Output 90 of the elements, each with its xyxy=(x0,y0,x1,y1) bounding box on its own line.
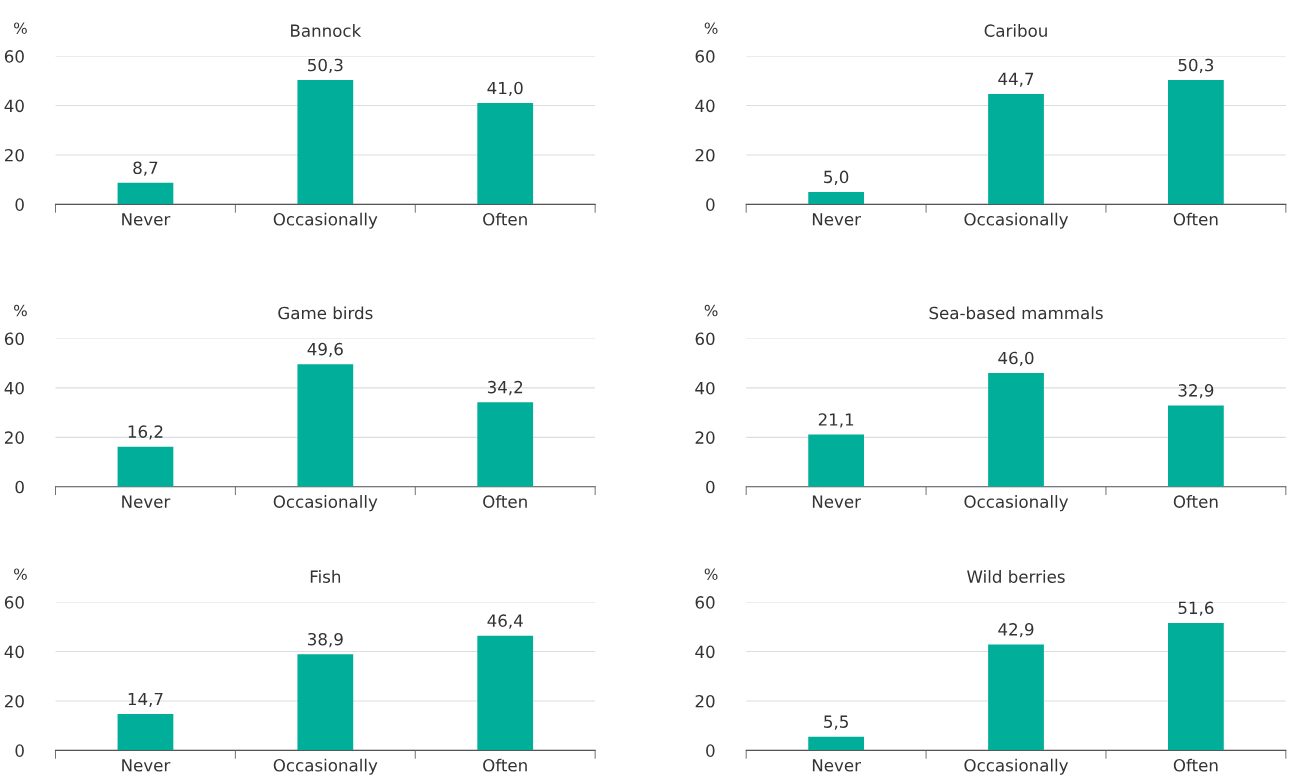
y-tick-label: 20 xyxy=(4,694,24,708)
y-tick-label: 0 xyxy=(706,198,715,211)
data-label: 46,0 xyxy=(998,351,1034,367)
data-label: 8,7 xyxy=(133,161,158,176)
y-axis-title: % xyxy=(14,568,27,580)
data-label: 21,1 xyxy=(818,413,854,428)
y-tick-label: 60 xyxy=(695,50,715,63)
y-axis-title: % xyxy=(704,304,718,317)
bar xyxy=(808,192,865,205)
y-tick-label: 40 xyxy=(4,99,24,113)
y-tick-label: 0 xyxy=(706,744,715,757)
y-tick-label: 60 xyxy=(4,50,24,63)
data-label: 14,7 xyxy=(128,692,163,707)
x-tick-label: Occasionally xyxy=(273,758,378,775)
bar xyxy=(988,644,1044,751)
x-tick-label: Occasionally xyxy=(964,495,1069,512)
bar xyxy=(1168,622,1224,751)
data-label: 46,4 xyxy=(487,614,523,629)
x-tick-label: Occasionally xyxy=(964,758,1069,775)
data-label: 5,5 xyxy=(824,715,848,730)
chart-title: Sea-based mammals xyxy=(929,306,1103,320)
y-tick-label: 60 xyxy=(695,596,715,609)
x-tick-label: Often xyxy=(1173,758,1218,772)
x-tick-label: Never xyxy=(122,759,171,772)
x-tick-label: Never xyxy=(122,213,171,226)
bar xyxy=(808,434,865,487)
chart-title: Caribou xyxy=(984,24,1047,37)
bar xyxy=(1168,405,1224,487)
x-tick-label: Often xyxy=(1173,495,1218,508)
bar xyxy=(1168,80,1224,205)
bar xyxy=(477,402,534,487)
y-tick-label: 20 xyxy=(695,148,715,162)
y-tick-label: 20 xyxy=(695,694,715,708)
bar xyxy=(117,182,174,205)
y-tick-label: 60 xyxy=(4,332,24,346)
data-label: 5,0 xyxy=(824,170,849,185)
data-label: 50,3 xyxy=(308,58,343,74)
bar xyxy=(297,80,354,205)
chart-title: Wild berries xyxy=(967,570,1065,583)
x-tick-label: Often xyxy=(1173,212,1218,226)
y-axis-title: % xyxy=(704,22,718,34)
bar xyxy=(297,654,354,751)
y-tick-label: 40 xyxy=(4,381,24,395)
chart-title: Bannock xyxy=(291,24,362,37)
chart-title: Game birds xyxy=(278,306,373,320)
y-tick-label: 0 xyxy=(15,480,24,494)
y-tick-label: 0 xyxy=(706,480,715,494)
bar xyxy=(808,736,865,751)
y-tick-label: 0 xyxy=(15,744,24,757)
y-tick-label: 40 xyxy=(695,99,715,113)
y-tick-label: 20 xyxy=(695,431,715,444)
y-axis-title: % xyxy=(704,568,718,580)
bar xyxy=(477,103,534,205)
x-tick-label: Never xyxy=(812,495,861,508)
y-tick-label: 40 xyxy=(695,645,715,659)
data-label: 50,3 xyxy=(1178,58,1214,74)
bar xyxy=(988,373,1044,487)
y-tick-label: 40 xyxy=(695,381,715,395)
y-tick-label: 60 xyxy=(695,332,715,346)
data-label: 51,6 xyxy=(1178,601,1214,616)
x-tick-label: Occasionally xyxy=(964,212,1069,229)
y-tick-label: 0 xyxy=(15,198,24,211)
x-tick-label: Often xyxy=(483,495,527,508)
x-tick-label: Never xyxy=(812,759,861,772)
data-label: 38,9 xyxy=(308,632,343,648)
data-label: 16,2 xyxy=(128,425,163,440)
x-tick-label: Never xyxy=(122,495,171,508)
data-label: 32,9 xyxy=(1178,384,1214,399)
x-tick-label: Often xyxy=(483,758,527,772)
y-tick-label: 20 xyxy=(4,431,24,444)
data-label: 49,6 xyxy=(307,342,343,358)
y-axis-title: % xyxy=(14,304,27,317)
bar xyxy=(117,714,174,751)
y-tick-label: 20 xyxy=(4,148,24,162)
bar xyxy=(477,635,534,751)
data-label: 41,0 xyxy=(487,81,523,97)
bar xyxy=(117,446,174,487)
y-axis-title: % xyxy=(14,22,27,34)
bar xyxy=(297,364,354,487)
bar xyxy=(988,93,1044,205)
data-label: 42,9 xyxy=(998,623,1034,638)
x-tick-label: Never xyxy=(812,213,861,226)
x-tick-label: Occasionally xyxy=(273,495,378,512)
data-label: 44,7 xyxy=(998,72,1034,87)
x-tick-label: Occasionally xyxy=(273,212,378,229)
y-tick-label: 60 xyxy=(4,596,24,609)
data-label: 34,2 xyxy=(487,380,523,396)
chart-title: Fish xyxy=(310,570,341,583)
y-tick-label: 40 xyxy=(4,645,24,659)
x-tick-label: Often xyxy=(483,212,527,226)
